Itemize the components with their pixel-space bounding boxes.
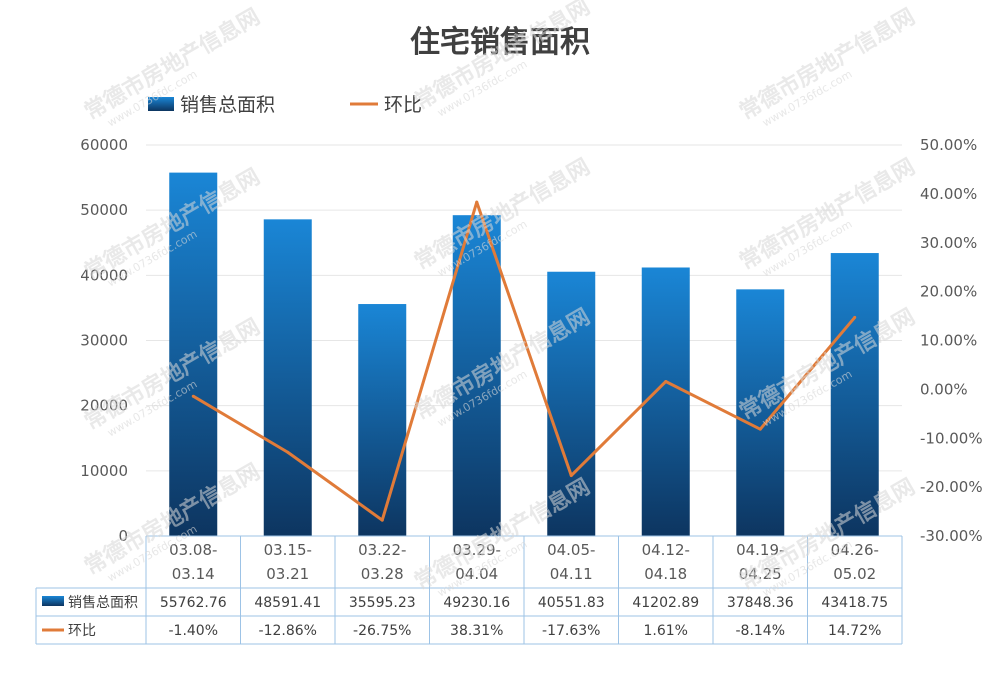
bar — [547, 271, 596, 536]
right-tick-label: 10.00% — [920, 332, 977, 350]
left-tick-label: 40000 — [80, 266, 128, 284]
line-point — [475, 200, 479, 204]
bar — [641, 267, 690, 536]
left-tick-label: 50000 — [80, 201, 128, 219]
data-label: 38.31% — [450, 623, 503, 639]
data-label: 35595.23 — [349, 595, 416, 611]
x-tick-label: 04.04 — [455, 565, 498, 583]
line-path — [192, 200, 856, 522]
x-tick-label: 04.18 — [644, 565, 687, 583]
data-label: -12.86% — [259, 623, 317, 639]
watermark-name: 常德市房地产信息网 — [735, 4, 919, 126]
x-tick-label: 04.19- — [736, 541, 784, 559]
right-y-axis: -30.00% -20.00% -10.00% 0.00% 10.00% 20.00% 30… — [920, 136, 983, 545]
left-tick-label: 0 — [118, 527, 128, 545]
x-tick-label: 03.29- — [453, 541, 501, 559]
data-table: 03.08- 03.14 03.15- 03.21 03.22- 03.28 03.29- 0… — [35, 535, 903, 645]
x-tick-label: 04.26- — [831, 541, 879, 559]
x-tick-label: 04.12- — [642, 541, 690, 559]
data-label: -1.40% — [168, 623, 218, 639]
data-label: 40551.83 — [538, 595, 605, 611]
table-row-label: 销售总面积 — [68, 595, 138, 611]
legend-label-bar: 销售总面积 — [180, 94, 275, 116]
bar — [263, 219, 312, 536]
x-tick-label: 03.08- — [169, 541, 217, 559]
right-tick-label: -10.00% — [920, 429, 983, 447]
right-tick-label: -20.00% — [920, 478, 983, 496]
data-label: -17.63% — [542, 623, 600, 639]
right-tick-label: 30.00% — [920, 234, 977, 252]
data-label: 43418.75 — [821, 595, 888, 611]
data-label: 1.61% — [644, 623, 688, 639]
line-point — [191, 394, 195, 398]
right-tick-label: 20.00% — [920, 283, 977, 301]
legend-label-line: 环比 — [384, 94, 422, 116]
left-tick-label: 60000 — [80, 136, 128, 154]
data-label: -26.75% — [353, 623, 411, 639]
x-tick-label: 03.22- — [358, 541, 406, 559]
data-label: 14.72% — [828, 623, 881, 639]
left-tick-label: 10000 — [80, 462, 128, 480]
left-tick-label: 30000 — [80, 332, 128, 350]
data-label: 41202.89 — [632, 595, 699, 611]
x-tick-label: 04.05- — [547, 541, 595, 559]
right-tick-label: -30.00% — [920, 527, 983, 545]
legend-swatch-bar — [148, 97, 174, 111]
line-point — [853, 315, 857, 319]
bar — [169, 172, 218, 537]
chart-title: 住宅销售面积 — [410, 25, 590, 60]
x-tick-label: 03.15- — [264, 541, 312, 559]
data-label: 48591.41 — [254, 595, 321, 611]
x-tick-label: 05.02 — [833, 565, 876, 583]
bar — [830, 253, 879, 536]
watermark-name: 常德市房地产信息网 — [735, 154, 919, 276]
bar — [358, 304, 407, 536]
line-series — [191, 200, 857, 522]
line-point — [758, 427, 762, 431]
legend: 销售总面积 环比 — [148, 94, 422, 116]
x-tick-label: 04.11 — [550, 565, 593, 583]
x-tick-label: 03.28 — [361, 565, 404, 583]
data-label: 37848.36 — [727, 595, 794, 611]
x-tick-label: 03.21 — [266, 565, 309, 583]
line-point — [664, 380, 668, 384]
bar — [452, 215, 501, 536]
right-tick-label: 0.00% — [920, 380, 968, 398]
x-tick-label: 03.14 — [172, 565, 215, 583]
bar-series — [169, 172, 879, 537]
line-point — [286, 450, 290, 454]
line-point — [380, 518, 384, 522]
left-tick-label: 20000 — [80, 397, 128, 415]
x-tick-label: 04.25 — [739, 565, 782, 583]
data-label: -8.14% — [735, 623, 785, 639]
right-tick-label: 40.00% — [920, 185, 977, 203]
line-point — [569, 474, 573, 478]
left-y-axis: 0 10000 20000 30000 40000 50000 60000 — [80, 136, 128, 545]
watermark-name: 常德市房地产信息网 — [410, 154, 594, 276]
right-tick-label: 50.00% — [920, 136, 977, 154]
data-label: 55762.76 — [160, 595, 227, 611]
table-legend-bar-swatch — [42, 596, 64, 606]
data-label: 49230.16 — [443, 595, 510, 611]
bar — [736, 289, 785, 536]
table-row-label: 环比 — [68, 623, 96, 639]
